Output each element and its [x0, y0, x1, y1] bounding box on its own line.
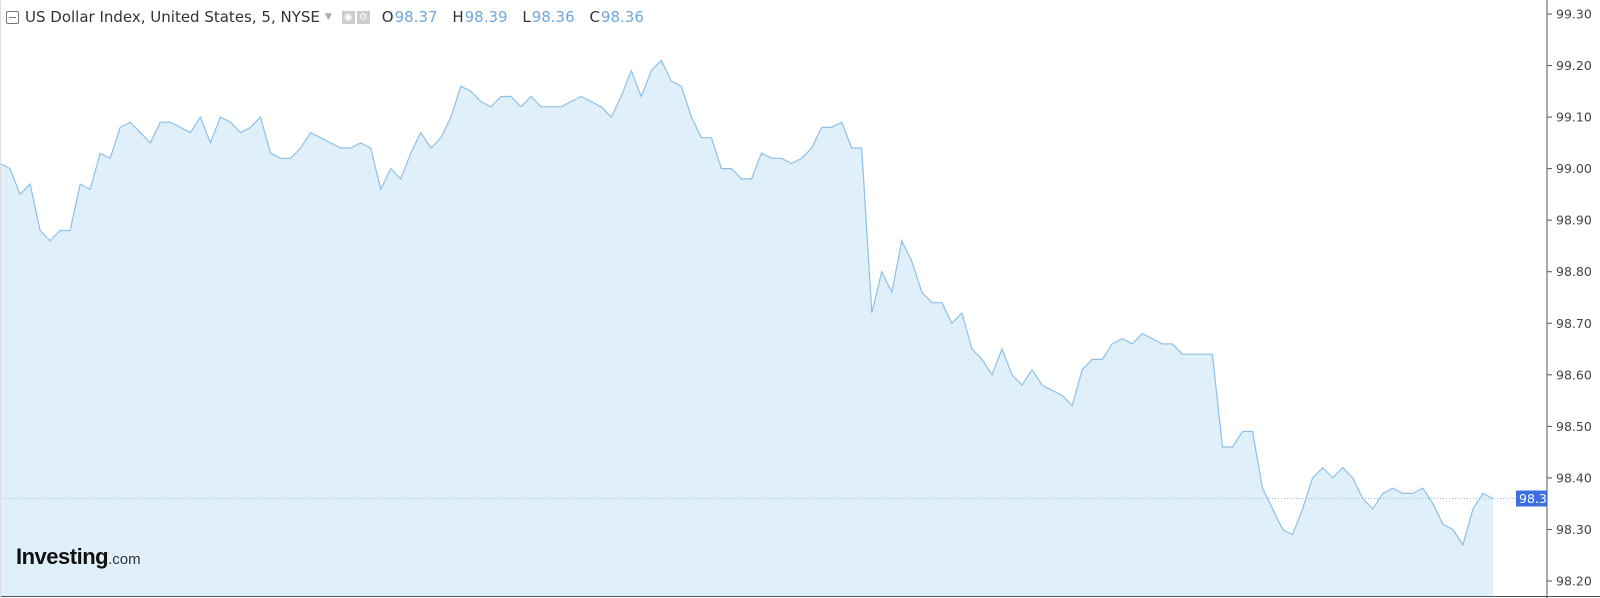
- chart-title: US Dollar Index, United States, 5, NYSE: [25, 8, 320, 26]
- close-value: 98.36: [600, 8, 644, 26]
- logo-brand: Investing: [16, 544, 109, 569]
- logo-suffix: .com: [108, 551, 141, 568]
- y-tick-label: 98.70: [1556, 316, 1592, 331]
- y-tick-label: 99.20: [1556, 58, 1592, 73]
- y-tick-label: 99.10: [1556, 110, 1592, 125]
- settings-gear-icon[interactable]: ⚙: [356, 10, 370, 24]
- price-axis[interactable]: 99.30 99.20 99.10 99.00 98.90 98.80 98.70 98.60…: [1516, 7, 1592, 589]
- y-tick-label: 98.90: [1556, 213, 1592, 228]
- low-value: 98.36: [531, 8, 575, 26]
- price-line: [0, 59, 1494, 547]
- y-tick-label: 99.00: [1556, 161, 1592, 176]
- chart-legend: US Dollar Index, United States, 5, NYSE …: [6, 8, 654, 26]
- dropdown-caret-icon[interactable]: ▼: [324, 12, 332, 22]
- area-fill: [0, 60, 1493, 596]
- close-label: C: [589, 8, 600, 26]
- y-tick-label: 98.60: [1556, 367, 1592, 382]
- y-tick-label: 99.30: [1556, 7, 1592, 22]
- ohlc-values: O98.37 H98.39 L98.36 C98.36: [382, 8, 654, 26]
- plot-area: [0, 59, 1547, 596]
- collapse-icon[interactable]: [6, 10, 19, 24]
- y-tick-label: 98.80: [1556, 264, 1592, 279]
- last-price-badge: [1516, 490, 1547, 507]
- last-price-label: 98.36: [1519, 491, 1555, 506]
- open-label: O: [381, 8, 394, 26]
- high-label: H: [452, 8, 464, 26]
- y-tick-label: 98.50: [1556, 419, 1592, 434]
- y-tick-label: 98.20: [1556, 574, 1592, 589]
- investing-logo: Investing.com: [16, 544, 141, 570]
- y-tick-label: 98.40: [1556, 470, 1592, 485]
- open-value: 98.37: [394, 8, 438, 26]
- low-label: L: [522, 8, 531, 26]
- visibility-eye-icon[interactable]: ◉: [341, 10, 355, 24]
- y-tick-label: 98.30: [1556, 522, 1592, 537]
- high-value: 98.39: [464, 8, 508, 26]
